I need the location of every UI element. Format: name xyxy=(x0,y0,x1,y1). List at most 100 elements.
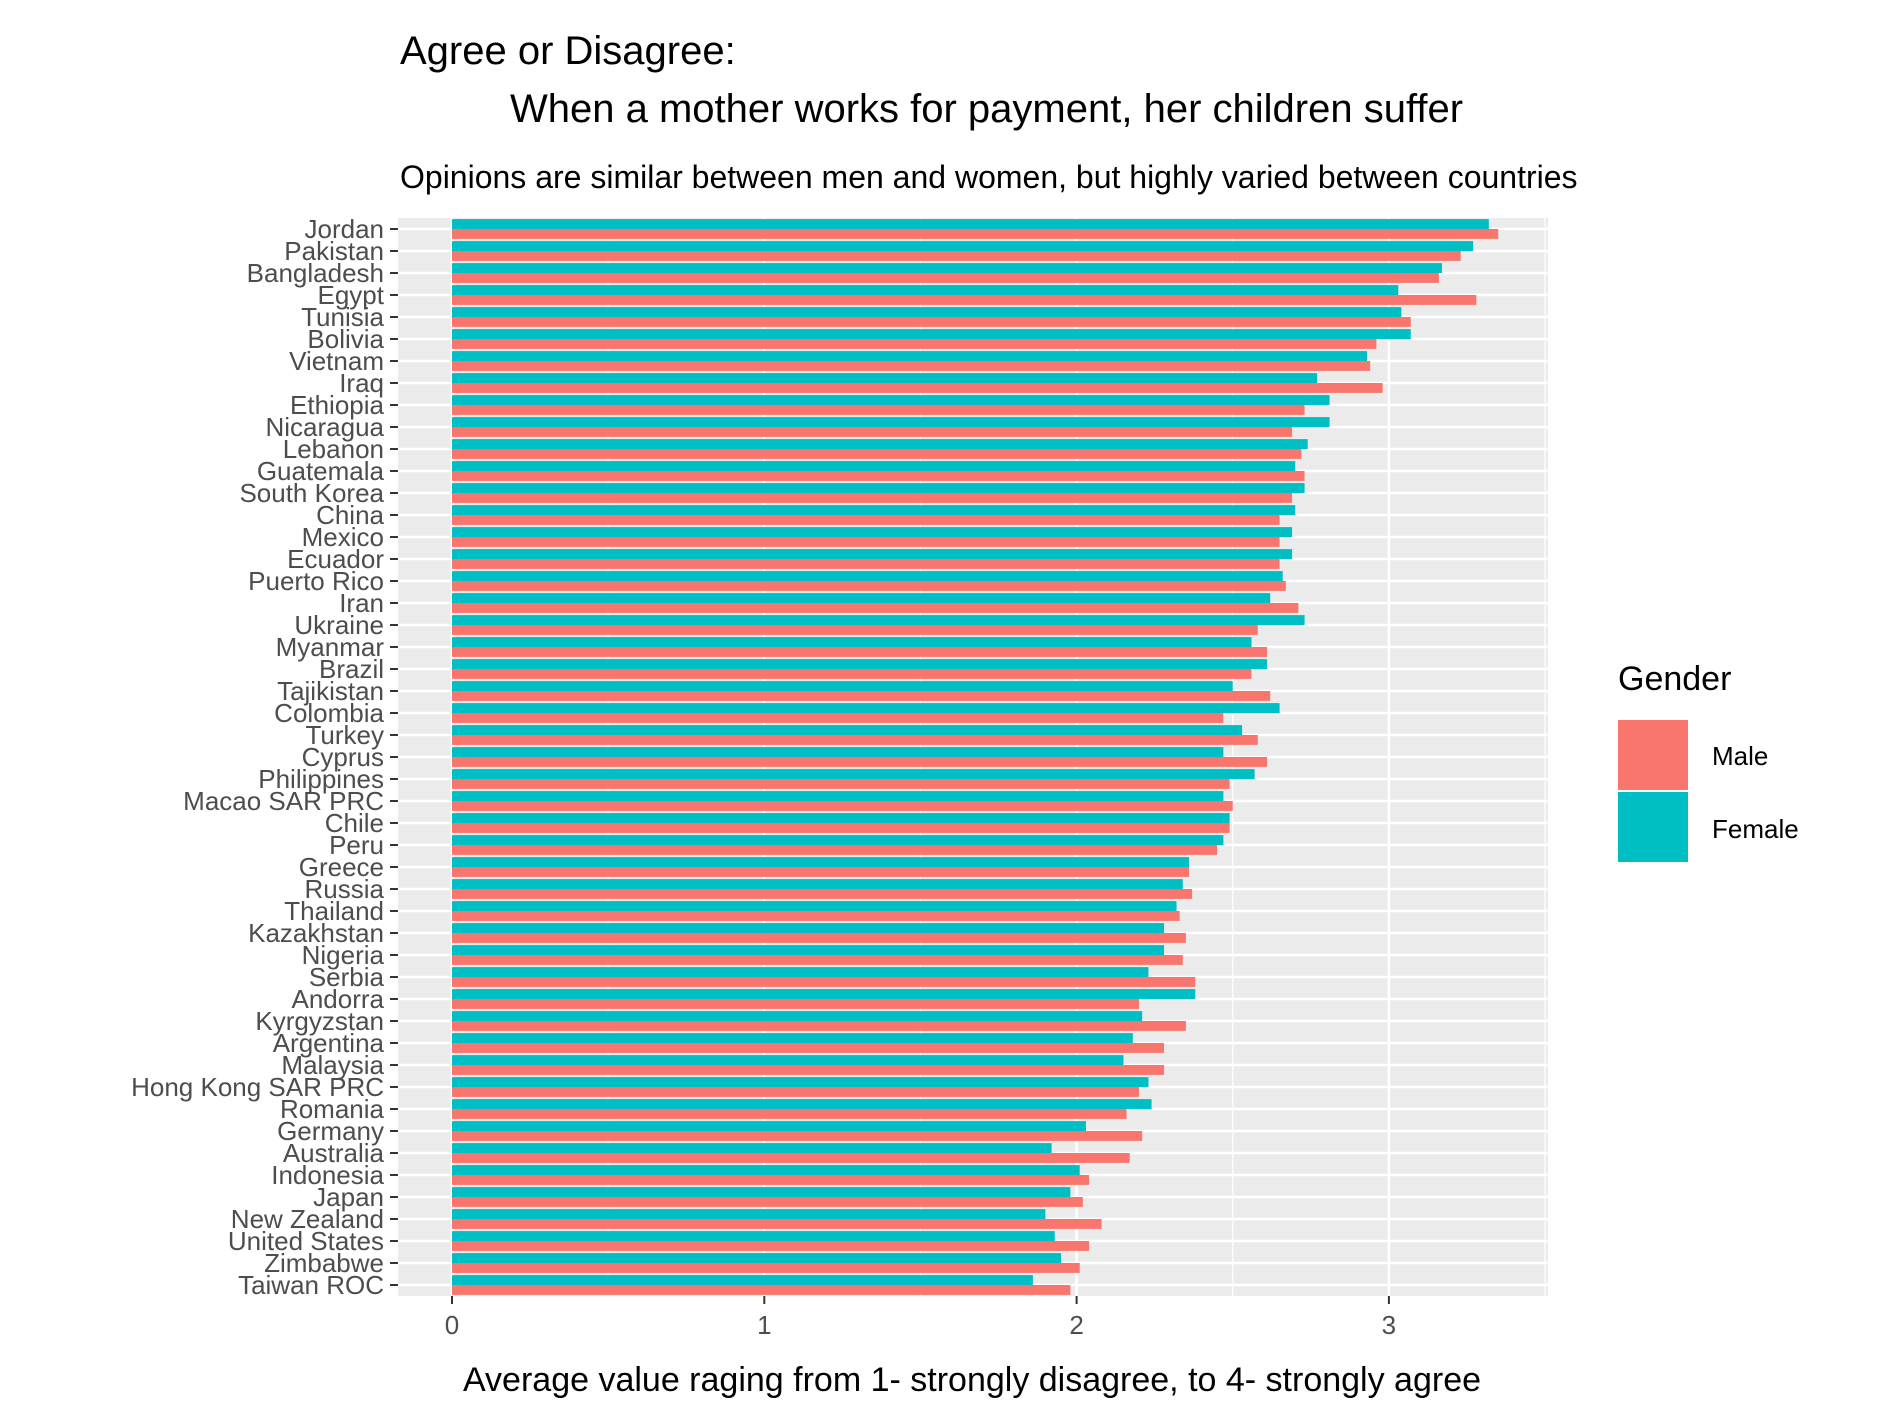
bar-male-andorra xyxy=(452,999,1140,1009)
y-tick-label: Nigeria xyxy=(302,940,385,970)
chart-title-line2: When a mother works for payment, her chi… xyxy=(510,87,1463,131)
x-axis-title: Average value raging from 1- strongly di… xyxy=(463,1361,1481,1399)
bar-male-south-korea xyxy=(452,493,1293,503)
y-tick-label: Thailand xyxy=(284,896,384,926)
bar-male-lebanon xyxy=(452,449,1302,459)
bar-female-ecuador xyxy=(452,549,1293,559)
legend-label-female: Female xyxy=(1712,814,1799,844)
y-tick-label: Bolivia xyxy=(307,324,384,354)
y-tick-label: Colombia xyxy=(274,698,384,728)
y-tick-label: Iraq xyxy=(339,368,384,398)
bar-female-chile xyxy=(452,813,1230,823)
bar-female-mexico xyxy=(452,527,1293,537)
bar-male-cyprus xyxy=(452,757,1268,767)
bar-female-brazil xyxy=(452,659,1268,669)
y-tick-label: Malaysia xyxy=(281,1050,384,1080)
bar-female-bolivia xyxy=(452,329,1411,339)
y-tick-label: Myanmar xyxy=(276,632,385,662)
y-tick-label: Serbia xyxy=(309,962,385,992)
bar-female-new-zealand xyxy=(452,1209,1046,1219)
bar-male-tunisia xyxy=(452,317,1411,327)
legend-title: Gender xyxy=(1618,660,1731,698)
y-tick-label: Chile xyxy=(325,808,384,838)
bar-female-myanmar xyxy=(452,637,1252,647)
bar-male-romania xyxy=(452,1109,1127,1119)
legend-swatch-male xyxy=(1618,720,1688,790)
bar-male-australia xyxy=(452,1153,1130,1163)
y-tick-label: Romania xyxy=(280,1094,385,1124)
y-tick-label: South Korea xyxy=(239,478,384,508)
bar-male-china xyxy=(452,515,1280,525)
bar-male-zimbabwe xyxy=(452,1263,1080,1273)
y-tick-label: Iran xyxy=(339,588,384,618)
y-tick-label: Japan xyxy=(313,1182,384,1212)
bar-male-vietnam xyxy=(452,361,1371,371)
bar-male-mexico xyxy=(452,537,1280,547)
bars xyxy=(452,219,1499,1295)
y-tick-label: Jordan xyxy=(305,214,385,244)
bar-male-egypt xyxy=(452,295,1477,305)
bar-male-brazil xyxy=(452,669,1252,679)
bar-male-serbia xyxy=(452,977,1196,987)
bar-male-puerto-rico xyxy=(452,581,1286,591)
bar-female-colombia xyxy=(452,703,1280,713)
bar-male-colombia xyxy=(452,713,1224,723)
bar-male-ecuador xyxy=(452,559,1280,569)
y-tick-label: Philippines xyxy=(258,764,384,794)
bar-male-nicaragua xyxy=(452,427,1293,437)
y-tick-label: Macao SAR PRC xyxy=(183,786,384,816)
bar-male-kyrgyzstan xyxy=(452,1021,1186,1031)
bar-female-australia xyxy=(452,1143,1052,1153)
bar-female-guatemala xyxy=(452,461,1296,471)
y-tick-label: Mexico xyxy=(302,522,384,552)
bar-male-thailand xyxy=(452,911,1180,921)
bar-male-philippines xyxy=(452,779,1230,789)
bar-female-macao-sar-prc xyxy=(452,791,1224,801)
bar-female-bangladesh xyxy=(452,263,1442,273)
y-tick-label: Andorra xyxy=(292,984,385,1014)
bar-male-kazakhstan xyxy=(452,933,1186,943)
y-tick-label: Russia xyxy=(305,874,385,904)
bar-male-jordan xyxy=(452,229,1499,239)
y-axis: JordanPakistanBangladeshEgyptTunisiaBoli… xyxy=(131,214,398,1300)
bar-female-egypt xyxy=(452,285,1399,295)
x-axis: 0 1 2 3 xyxy=(445,1296,1396,1340)
y-tick-label: Australia xyxy=(283,1138,385,1168)
y-tick-label: Nicaragua xyxy=(265,412,384,442)
bar-male-peru xyxy=(452,845,1218,855)
y-tick-label: Turkey xyxy=(306,720,385,750)
y-tick-label: Brazil xyxy=(319,654,384,684)
bar-male-iran xyxy=(452,603,1299,613)
bar-female-tajikistan xyxy=(452,681,1233,691)
y-tick-label: Lebanon xyxy=(283,434,384,464)
y-tick-label: Bangladesh xyxy=(247,258,384,288)
bar-male-japan xyxy=(452,1197,1083,1207)
bar-female-indonesia xyxy=(452,1165,1080,1175)
y-tick-label: Ukraine xyxy=(294,610,384,640)
bar-female-pakistan xyxy=(452,241,1474,251)
y-tick-label: Guatemala xyxy=(257,456,385,486)
bar-male-malaysia xyxy=(452,1065,1165,1075)
y-tick-label: Greece xyxy=(299,852,384,882)
chart-title-line1: Agree or Disagree: xyxy=(400,29,736,73)
y-tick-label: Tunisia xyxy=(301,302,384,332)
bar-male-hong-kong-sar-prc xyxy=(452,1087,1140,1097)
bar-female-taiwan-roc xyxy=(452,1275,1033,1285)
bar-male-myanmar xyxy=(452,647,1268,657)
bar-female-zimbabwe xyxy=(452,1253,1061,1263)
y-tick-label: Tajikistan xyxy=(277,676,384,706)
bar-female-china xyxy=(452,505,1296,515)
bar-female-russia xyxy=(452,879,1183,889)
x-tick-label: 0 xyxy=(445,1310,459,1340)
bar-female-south-korea xyxy=(452,483,1305,493)
y-tick-label: Cyprus xyxy=(302,742,384,772)
bar-female-philippines xyxy=(452,769,1255,779)
y-tick-label: Argentina xyxy=(273,1028,385,1058)
bar-male-argentina xyxy=(452,1043,1165,1053)
bar-female-lebanon xyxy=(452,439,1308,449)
y-tick-label: Kazakhstan xyxy=(248,918,384,948)
bar-male-germany xyxy=(452,1131,1143,1141)
bar-female-turkey xyxy=(452,725,1243,735)
bar-male-turkey xyxy=(452,735,1258,745)
